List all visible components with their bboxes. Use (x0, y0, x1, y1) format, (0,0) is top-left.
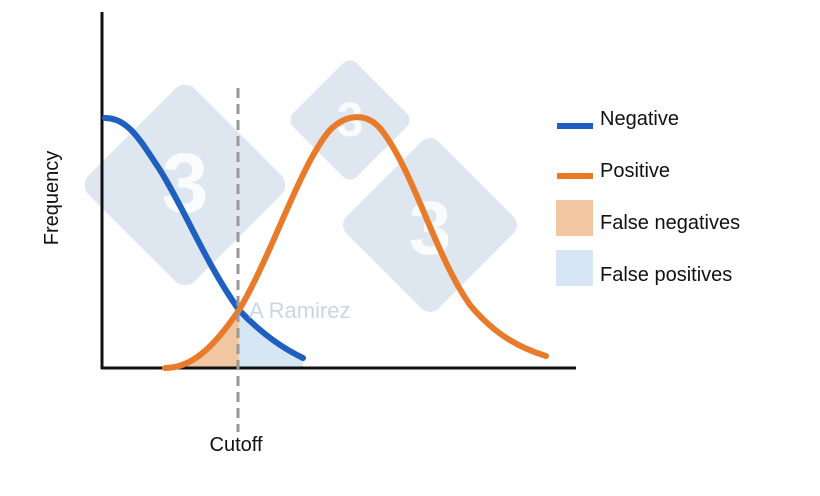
watermark-text: A Ramirez (249, 298, 350, 323)
y-axis-label: Frequency (41, 151, 63, 246)
negative-curve (102, 115, 306, 361)
false-negatives-area (165, 310, 239, 368)
legend-false-negatives-label: False negatives (600, 212, 740, 234)
legend: Negative Positive False negatives False … (556, 108, 740, 286)
legend-positive-label: Positive (600, 160, 670, 182)
legend-negative-label: Negative (600, 108, 679, 130)
cutoff-label: Cutoff (210, 434, 263, 456)
legend-false-positives-swatch (556, 250, 593, 286)
legend-false-positives-label: False positives (600, 264, 732, 286)
legend-false-negatives-swatch (556, 200, 593, 236)
